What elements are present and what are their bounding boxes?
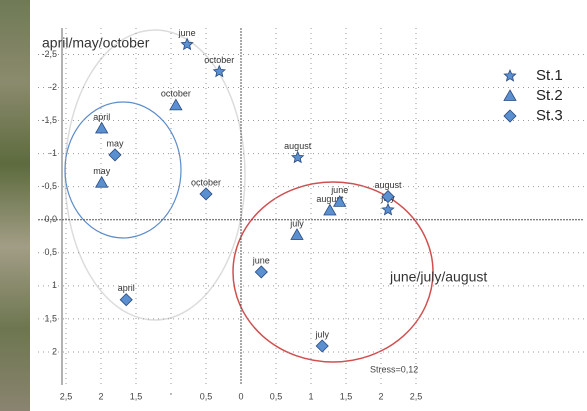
- legend-label: St.3: [536, 107, 563, 124]
- point: [95, 175, 109, 188]
- point-label: august: [374, 180, 402, 190]
- y-tick-label: -2: [49, 82, 57, 92]
- legend-marker: [503, 89, 517, 101]
- y-tick-label: -1,5: [41, 115, 57, 125]
- point-label: april: [93, 112, 110, 122]
- annotation: Stress=0,12: [370, 364, 418, 374]
- point: [254, 265, 268, 279]
- point: [169, 98, 183, 111]
- point-label: june: [178, 28, 196, 38]
- group-ellipse: [64, 101, 182, 239]
- legend-label: St.2: [536, 87, 563, 104]
- annotation: april/may/october: [42, 35, 150, 51]
- point-label: july: [314, 329, 329, 339]
- point: [315, 339, 329, 353]
- x-tick-label: 0,5: [200, 391, 213, 401]
- point-label: october: [161, 89, 191, 99]
- legend-marker: [503, 68, 517, 82]
- x-tick-label: ': [170, 391, 172, 401]
- x-tick-label: 2,5: [410, 391, 423, 401]
- point: [212, 64, 226, 78]
- point-label: october: [191, 177, 221, 187]
- x-tick-label: 1,5: [340, 391, 353, 401]
- x-tick-label: 1: [308, 391, 313, 401]
- y-tick-label: -2,5: [41, 49, 57, 59]
- point-label: july: [289, 218, 304, 228]
- point: [291, 150, 305, 164]
- x-tick-label: 2,5: [60, 391, 73, 401]
- annotation: june/july/august: [389, 269, 487, 285]
- point: [290, 228, 304, 240]
- y-tick-label: 0,0: [44, 214, 57, 224]
- point: [119, 293, 133, 307]
- point-label: august: [284, 141, 312, 151]
- y-tick-label: -0,5: [41, 181, 57, 191]
- photo-strip: [0, 0, 32, 411]
- y-tick-label: 1: [52, 280, 57, 290]
- point-label: april: [118, 283, 135, 293]
- point: [108, 148, 122, 162]
- point: [333, 195, 347, 207]
- plot-background: [30, 0, 587, 411]
- y-tick-label: 2: [52, 346, 57, 356]
- point-label: august: [316, 194, 344, 204]
- point: [323, 203, 337, 216]
- y-tick-label: 0,5: [44, 247, 57, 257]
- point: [381, 202, 395, 216]
- point-label: october: [204, 55, 234, 65]
- point-label: june: [252, 255, 270, 265]
- group-ellipse: [232, 181, 434, 363]
- legend-label: St.1: [536, 67, 563, 84]
- x-tick-label: 1,5: [130, 391, 143, 401]
- point: [381, 190, 395, 204]
- legend-marker: [503, 109, 517, 123]
- point: [180, 37, 194, 51]
- x-tick-label: 0: [238, 391, 243, 401]
- point: [95, 121, 109, 134]
- point-label: may: [93, 166, 111, 176]
- y-tick-label: 1,5: [44, 313, 57, 323]
- point-label: may: [106, 138, 124, 148]
- x-tick-label: 0,5: [270, 391, 283, 401]
- x-tick-label: 2: [98, 391, 103, 401]
- point: [199, 187, 213, 201]
- point-label: june: [330, 185, 348, 195]
- x-tick-label: 2: [378, 391, 383, 401]
- y-tick-label: -1: [49, 148, 57, 158]
